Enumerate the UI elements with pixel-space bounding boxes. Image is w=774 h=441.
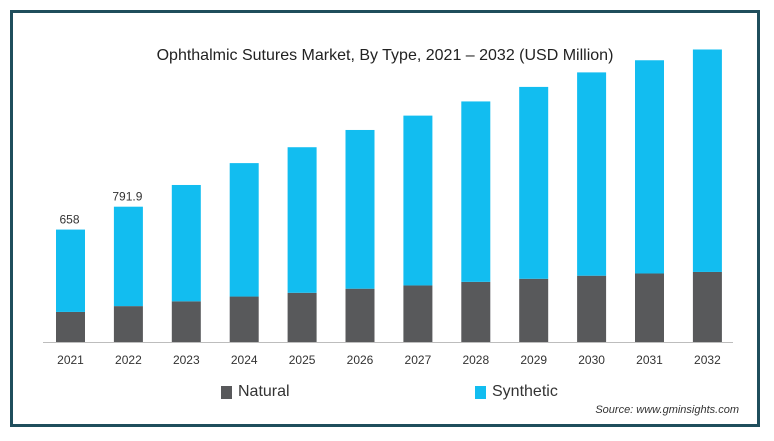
legend-item-natural: Natural (221, 383, 290, 401)
x-tick-label-2028: 2028 (462, 353, 489, 367)
legend-label-natural: Natural (238, 383, 290, 400)
bar-natural-2024 (229, 296, 259, 342)
x-tick-label-2032: 2032 (694, 353, 721, 367)
x-tick-label-2031: 2031 (636, 353, 663, 367)
legend-item-synthetic: Synthetic (475, 383, 558, 401)
bar-synthetic-2025 (287, 147, 317, 293)
bar-natural-2030 (577, 275, 607, 342)
x-tick-label-2022: 2022 (115, 353, 142, 367)
bar-natural-2022 (113, 306, 143, 342)
x-tick-label-2021: 2021 (57, 353, 84, 367)
bar-natural-2032 (692, 271, 722, 342)
x-tick-label-2026: 2026 (347, 353, 374, 367)
chart-title: Ophthalmic Sutures Market, By Type, 2021… (156, 47, 614, 64)
data-label-2021: 658 (59, 213, 79, 227)
source-note: Source: www.gminsights.com (595, 404, 739, 416)
bar-chart: 2021 658 2022 791.9 2023 2024 2025 2026 2027 2028… (43, 49, 733, 367)
bar-synthetic-2024 (229, 163, 259, 297)
x-tick-label-2029: 2029 (520, 353, 547, 367)
bar-natural-2026 (345, 288, 375, 342)
bar-synthetic-2031 (635, 60, 664, 274)
bar-synthetic-2030 (577, 72, 607, 276)
x-tick-label-2027: 2027 (405, 353, 432, 367)
bar-natural-2025 (287, 292, 317, 342)
bar-natural-2029 (519, 278, 549, 342)
bar-synthetic-2022 (113, 206, 143, 307)
bar-natural-2021 (56, 311, 85, 342)
bar-natural-2031 (635, 273, 664, 342)
legend-swatch-synthetic (475, 385, 486, 399)
bar-synthetic-2028 (461, 101, 491, 282)
x-tick-label-2030: 2030 (578, 353, 605, 367)
bar-natural-2023 (171, 301, 201, 342)
x-tick-label-2023: 2023 (173, 353, 200, 367)
legend-label-synthetic: Synthetic (492, 383, 558, 400)
bar-synthetic-2026 (345, 129, 375, 289)
x-tick-label-2024: 2024 (231, 353, 258, 367)
bar-natural-2027 (403, 285, 433, 342)
data-label-2022: 791.9 (112, 190, 142, 204)
bar-synthetic-2021 (56, 229, 85, 312)
bar-natural-2028 (461, 281, 491, 342)
bar-synthetic-2032 (692, 49, 722, 272)
bar-synthetic-2029 (519, 86, 549, 279)
bar-synthetic-2023 (171, 184, 201, 302)
bar-synthetic-2027 (403, 115, 433, 286)
x-tick-label-2025: 2025 (289, 353, 316, 367)
legend-swatch-natural (221, 385, 232, 399)
chart-frame: Ophthalmic Sutures Market, By Type, 2021… (10, 10, 760, 427)
